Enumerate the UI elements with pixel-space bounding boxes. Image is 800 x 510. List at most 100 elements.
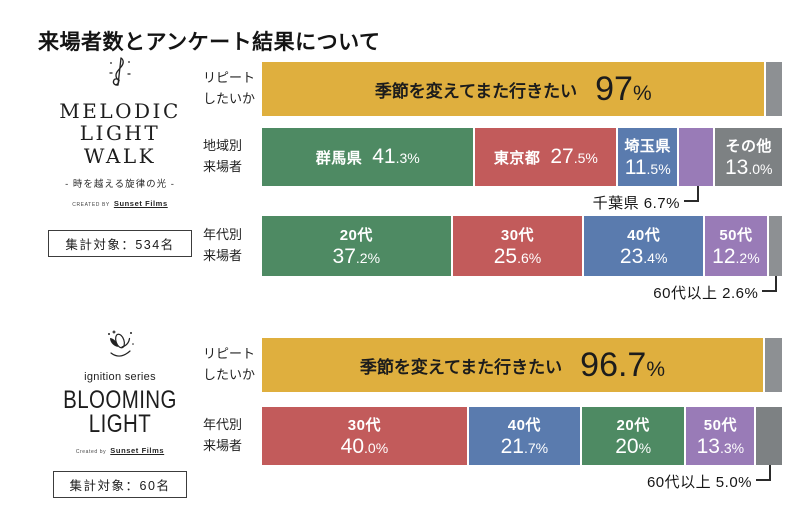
percentage-unit: .6% bbox=[517, 249, 542, 266]
logo-title-line: WALK bbox=[83, 143, 157, 168]
percentage-value: 12 bbox=[712, 244, 736, 268]
row-label-line: したいか bbox=[203, 367, 256, 382]
callout-connector-line bbox=[756, 465, 771, 481]
segment-name: 20代 bbox=[339, 226, 373, 244]
bar-segment: 群馬県 41.3% bbox=[262, 128, 474, 186]
segment-name: 20代 bbox=[616, 416, 650, 434]
bar-segment: 20代 20% bbox=[581, 407, 685, 465]
bar-segment: 東京都 27.5% bbox=[475, 128, 617, 186]
segment-percentage: 11.5% bbox=[625, 156, 671, 180]
bar-segment: 50代 12.2% bbox=[704, 216, 767, 276]
percentage-value: 96.7 bbox=[580, 345, 647, 384]
segment-percentage: 21.7% bbox=[501, 435, 548, 459]
bar-segment: 40代 21.7% bbox=[468, 407, 580, 465]
row-label-line: 年代別 bbox=[203, 417, 243, 433]
credit-prefix: CREATED BY bbox=[72, 202, 110, 209]
repeat-statement: 季節を変えてまた行きたい bbox=[374, 81, 578, 101]
percentage-value: 41 bbox=[372, 145, 396, 168]
callout-label: 60代以上 2.6% bbox=[653, 285, 759, 302]
stacked-bar: 30代 40.0% 40代 21.7% 20代 20% 50代 13.3% 60代以上 5.0% bbox=[262, 407, 782, 491]
row-label: リピート したいか bbox=[203, 68, 255, 110]
row-label-line: 来場者 bbox=[203, 438, 243, 453]
blooming-flower-icon bbox=[35, 328, 205, 369]
percentage-value: 25 bbox=[493, 244, 518, 268]
melodic-light-walk-logo: MELODIC LIGHT WALK - 時を越える旋律の光 - CREATED… bbox=[35, 55, 205, 258]
bar-segment: 埼玉県 11.5% bbox=[618, 128, 678, 186]
repeat-statement: 季節を変えてまた行きたい bbox=[359, 357, 563, 377]
blooming-credit: Created by Sunset Films bbox=[35, 446, 205, 455]
blooming-logo-title: BLOOMING LIGHT bbox=[35, 386, 205, 438]
row-label-line: 地域別 bbox=[203, 138, 243, 154]
logo-title-line: BLOOMING bbox=[63, 386, 177, 414]
row-label: 地域別 来場者 bbox=[203, 136, 242, 178]
stacked-bar: 季節を変えてまた行きたい 96.7% bbox=[262, 338, 782, 392]
row-label: リピート したいか bbox=[203, 344, 255, 386]
credit-brand: Sunset Films bbox=[113, 199, 168, 209]
segment-percentage: 13.3% bbox=[697, 435, 744, 459]
row-label-line: リピート bbox=[203, 70, 256, 86]
segment-percentage: 12.2% bbox=[712, 245, 759, 269]
bar-segment bbox=[764, 338, 782, 392]
percentage-value: 27 bbox=[550, 145, 574, 168]
bar-segment bbox=[756, 407, 782, 465]
segment-percentage: 37.2% bbox=[333, 245, 380, 269]
bar-segment: 30代 40.0% bbox=[262, 407, 467, 465]
bar-segment: 20代 37.2% bbox=[262, 216, 451, 276]
percentage-unit: .0% bbox=[748, 160, 773, 177]
segment-percentage: 25.6% bbox=[494, 245, 541, 269]
percentage-unit: % bbox=[638, 439, 652, 456]
bar-segment bbox=[768, 216, 783, 276]
percentage-unit: .2% bbox=[735, 249, 760, 266]
stacked-bar: 群馬県 41.3% 東京都 27.5% 埼玉県 11.5% 千葉県 6.7% その他 13.0% bbox=[262, 128, 782, 212]
callout-label: 60代以上 5.0% bbox=[646, 474, 752, 491]
percentage-value: 40 bbox=[340, 434, 365, 458]
percentage-unit: .5% bbox=[573, 150, 598, 166]
row-label: 年代別 来場者 bbox=[203, 415, 242, 457]
chart-row: リピート したいか 季節を変えてまた行きたい 97% bbox=[203, 62, 782, 116]
blooming-series-label: ignition series bbox=[84, 371, 156, 383]
logo-title-line: MELODIC bbox=[59, 99, 181, 123]
repeat-percentage: 97% bbox=[595, 70, 652, 109]
segment-name: その他 bbox=[725, 137, 772, 155]
segment-name: 40代 bbox=[507, 416, 541, 434]
percentage-unit: .3% bbox=[719, 439, 745, 456]
callout-connector-line bbox=[683, 186, 699, 202]
segment-name: 埼玉県 bbox=[624, 137, 671, 155]
segment-name: 30代 bbox=[347, 416, 381, 434]
bar-segment bbox=[679, 128, 714, 186]
melodic-logo-title: MELODIC LIGHT WALK bbox=[35, 99, 205, 168]
percentage-value: 11 bbox=[624, 155, 647, 179]
page-title: 来場者数とアンケート結果について bbox=[38, 31, 381, 55]
segment-name: 40代 bbox=[627, 226, 661, 244]
repeat-percentage: 96.7% bbox=[580, 346, 665, 385]
blooming-light-logo: ignition series BLOOMING LIGHT Created b… bbox=[35, 328, 205, 498]
callout-connector-line bbox=[762, 276, 778, 292]
bar-segment: その他 13.0% bbox=[715, 128, 782, 186]
segment-name: 50代 bbox=[703, 416, 737, 434]
chart-row: 年代別 来場者 30代 40.0% 40代 21.7% 20代 20% 50代 13.3% 60代以… bbox=[203, 407, 782, 491]
bar-segment: 季節を変えてまた行きたい 97% bbox=[262, 62, 765, 116]
segment-name: 50代 bbox=[719, 226, 753, 244]
bar-segment: 季節を変えてまた行きたい 96.7% bbox=[262, 338, 763, 392]
segment-percentage: 40.0% bbox=[341, 435, 388, 459]
melodic-credit: CREATED BY Sunset Films bbox=[35, 199, 205, 208]
logo-title-line: LIGHT bbox=[88, 409, 152, 438]
percentage-unit: .4% bbox=[643, 249, 668, 266]
segment-percentage: 27.5% bbox=[550, 145, 597, 169]
logo-title-line: LIGHT bbox=[79, 121, 161, 146]
percentage-value: 23 bbox=[619, 244, 644, 268]
melodic-sample-size-box: 集計対象：534名 bbox=[48, 230, 192, 258]
stacked-bar: 季節を変えてまた行きたい 97% bbox=[262, 62, 782, 116]
segment-name: 30代 bbox=[500, 226, 535, 244]
bar-segment bbox=[766, 62, 782, 116]
percentage-value: 13 bbox=[724, 155, 749, 179]
segment-percentage: 23.4% bbox=[620, 245, 667, 269]
percentage-value: 21 bbox=[500, 434, 524, 458]
blooming-sample-size-box: 集計対象：60名 bbox=[52, 470, 188, 498]
credit-prefix: Created by bbox=[75, 448, 107, 455]
segment-percentage: 20% bbox=[615, 435, 651, 459]
percentage-value: 97 bbox=[595, 69, 633, 108]
stacked-bar: 20代 37.2% 30代 25.6% 40代 23.4% 50代 12.2% 60代以上 2.… bbox=[262, 216, 783, 302]
row-label-line: 来場者 bbox=[203, 159, 243, 174]
bar-segment: 30代 25.6% bbox=[452, 216, 583, 276]
